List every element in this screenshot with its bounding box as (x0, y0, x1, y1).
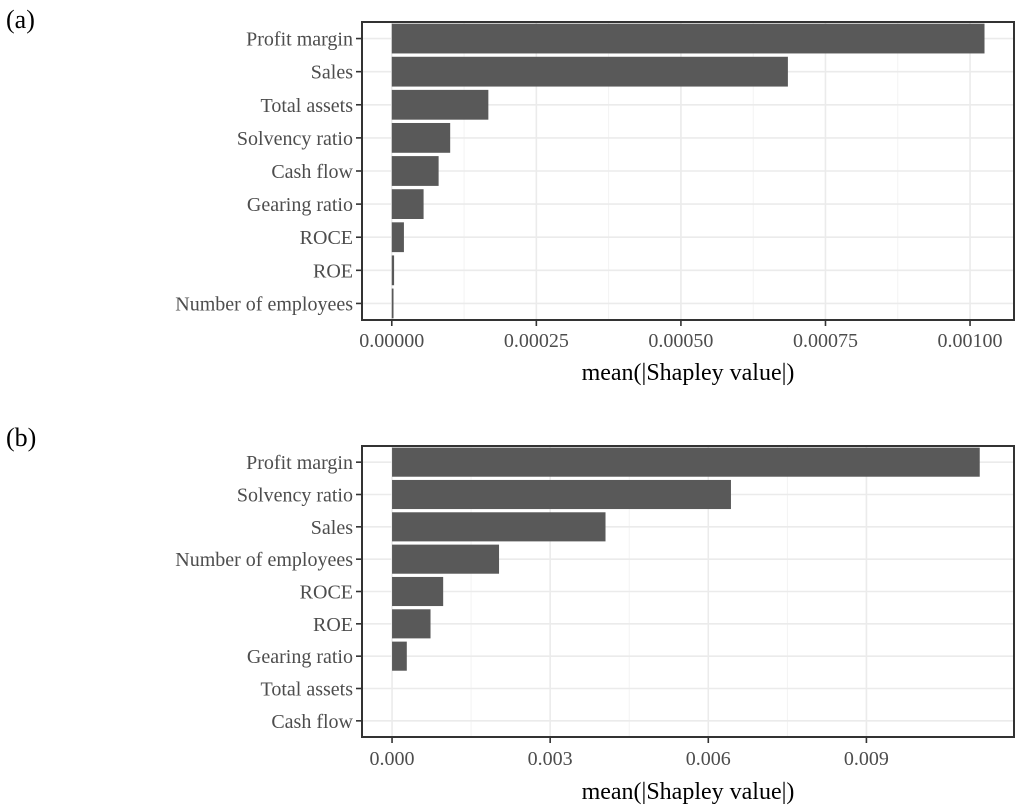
panel-b: (b) Profit margin Solvency ratio Sales Numbe… (6, 423, 1015, 805)
y-tick-label: Sales (311, 62, 353, 84)
y-tick-label: ROCE (300, 582, 353, 604)
y-tick-label: Profit margin (246, 452, 353, 474)
y-tick-label: Cash flow (271, 711, 353, 733)
bar-profit-margin (391, 23, 985, 54)
y-tick-label: Total assets (261, 95, 354, 117)
x-tick-label: 0.00075 (793, 330, 858, 352)
y-tick-label: Number of employees (175, 549, 353, 571)
panel-a: (a) Profit margin Sales Total assets Solvenc… (6, 5, 1015, 386)
bar-gearing-ratio (391, 189, 424, 220)
bar-roe (391, 255, 395, 286)
x-tick-label: 0.006 (686, 748, 731, 770)
bar-solvency-ratio (392, 479, 731, 510)
y-tick-label: Sales (311, 517, 353, 539)
x-tick-label: 0.000 (370, 748, 415, 770)
y-tick-label: ROE (313, 260, 353, 282)
y-tick-label: Gearing ratio (247, 194, 353, 216)
bar-sales (392, 512, 606, 542)
x-tick-label: 0.009 (844, 748, 889, 770)
y-tick-label: Gearing ratio (247, 646, 353, 668)
x-tick-label: 0.00050 (648, 330, 713, 352)
y-tick-label: Solvency ratio (237, 128, 353, 150)
x-axis-title: mean(|Shapley value|) (582, 360, 795, 386)
bar-roce (391, 222, 404, 253)
bar-sales (391, 56, 788, 87)
bar-profit-margin (392, 447, 980, 477)
y-tick-label: Profit margin (246, 29, 353, 51)
y-tick-label: Total assets (261, 679, 354, 701)
x-tick-label: 0.00025 (504, 330, 569, 352)
bar-roe (392, 609, 431, 639)
bar-gearing-ratio (392, 641, 407, 671)
y-tick-label: ROE (313, 614, 353, 636)
y-tick-label: Solvency ratio (237, 485, 353, 507)
y-tick-label: Number of employees (175, 293, 353, 315)
bar-cash-flow (391, 156, 439, 186)
x-tick-label: 0.00000 (359, 330, 424, 352)
panel-label: (a) (6, 5, 35, 34)
bar-total-assets (391, 89, 489, 120)
y-tick-label: ROCE (300, 227, 353, 249)
x-tick-label: 0.00100 (938, 330, 1003, 352)
x-axis-title: mean(|Shapley value|) (582, 779, 795, 805)
x-tick-label: 0.003 (528, 748, 573, 770)
bar-number-of-employees (391, 288, 394, 319)
y-tick-label: Cash flow (271, 161, 353, 183)
bar-number-of-employees (392, 544, 500, 574)
bar-roce (392, 576, 444, 607)
bar-solvency-ratio (391, 122, 451, 153)
panel-label: (b) (6, 423, 36, 452)
